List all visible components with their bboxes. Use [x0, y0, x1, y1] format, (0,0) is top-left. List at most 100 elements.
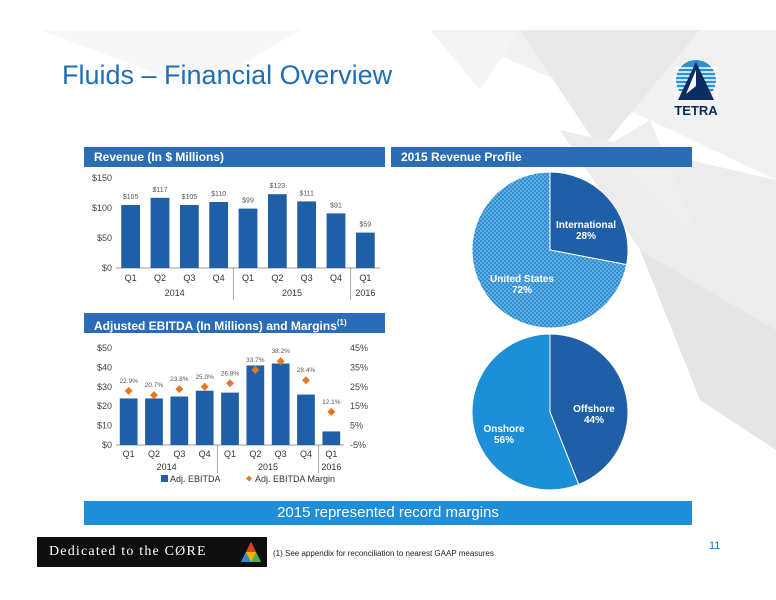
data-label: $105 — [123, 194, 139, 201]
y2-tick-label: 25% — [350, 382, 368, 392]
bar — [267, 194, 287, 268]
x-tick-label: Q2 — [271, 273, 283, 283]
bar — [119, 398, 138, 445]
revenue-profile-header: 2015 Revenue Profile — [391, 147, 692, 167]
x-tick-label: Q3 — [173, 449, 185, 459]
margin-label: 38.2% — [271, 348, 290, 355]
y2-tick-label: 35% — [350, 362, 368, 372]
margin-label: 28.4% — [297, 367, 316, 374]
margin-label: 20.7% — [145, 382, 164, 389]
record-margins-banner: 2015 represented record margins — [84, 501, 692, 525]
margin-point — [251, 365, 260, 374]
margin-label: 22.9% — [119, 378, 138, 385]
data-label: $117 — [152, 187, 167, 194]
data-label: $99 — [242, 198, 254, 205]
bar — [221, 392, 239, 445]
x-tick-label: Q2 — [249, 449, 261, 459]
y-tick-label: $0 — [102, 440, 112, 450]
y2-tick-label: -5% — [350, 440, 366, 450]
x-tick-label: Q1 — [125, 273, 137, 283]
x-tick-label: Q1 — [325, 449, 337, 459]
margin-point — [150, 391, 158, 400]
y-tick-label: $30 — [97, 382, 112, 392]
margin-label: 26.8% — [221, 370, 240, 377]
bar — [179, 205, 199, 268]
slice-label: Offshore — [573, 404, 615, 415]
x-tick-label: Q1 — [359, 273, 371, 283]
logo-text: TETRA — [674, 103, 718, 118]
y2-tick-label: 15% — [350, 401, 368, 411]
x-tick-label: Q4 — [213, 273, 225, 283]
ebitda-chart: $0 $10 $20 $30 $40 $50 -5% 5% 15% 25% 35% 45% Q1 Q2 Q3… — [97, 343, 368, 484]
ebitda-header-text: Adjusted EBITDA (In Millions) and Margin… — [94, 319, 337, 333]
margin-label: 25.0% — [195, 374, 214, 381]
bar — [246, 365, 265, 445]
y-tick-label: $10 — [97, 421, 112, 431]
bar — [170, 396, 189, 445]
bar — [145, 398, 163, 445]
legend-swatch-ebitda — [161, 475, 168, 482]
page-number: 11 — [709, 540, 721, 552]
y-tick-label: $0 — [102, 263, 112, 273]
data-label: $123 — [270, 183, 286, 190]
margin-label: 23.8% — [170, 376, 189, 383]
pie-slice — [549, 333, 629, 486]
x-tick-label: Q3 — [275, 449, 287, 459]
x-group-label: 2014 — [157, 462, 177, 472]
x-tick-label: Q1 — [224, 449, 236, 459]
margin-point — [124, 386, 133, 395]
slice-label: International — [556, 220, 616, 231]
ebitda-header-footnote-mark: (1) — [336, 318, 347, 327]
pie-slice — [549, 171, 629, 266]
x-tick-label: Q4 — [199, 449, 211, 459]
y2-tick-label: 5% — [350, 421, 363, 431]
y-tick-label: $150 — [92, 173, 112, 183]
bar — [238, 208, 258, 268]
revenue-header: Revenue (In $ Millions) — [84, 147, 385, 167]
data-label: $110 — [211, 191, 226, 198]
tetra-logo: TETRA — [674, 60, 718, 118]
x-tick-label: Q3 — [183, 273, 195, 283]
footnote: (1) See appendix for reconciliation to n… — [273, 549, 494, 558]
x-tick-label: Q4 — [300, 449, 312, 459]
bar — [271, 363, 290, 445]
slice-percent: 44% — [584, 415, 604, 426]
legend-label-margin: Adj. EBITDA Margin — [255, 474, 335, 484]
y-tick-label: $50 — [97, 233, 112, 243]
bar — [297, 201, 317, 268]
margin-point — [276, 357, 285, 366]
legend-label-ebitda: Adj. EBITDA — [170, 474, 221, 484]
margin-point — [200, 382, 209, 391]
margin-point — [226, 379, 234, 388]
page-title: Fluids – Financial Overview — [62, 60, 393, 90]
data-label: $105 — [182, 194, 198, 201]
x-tick-label: Q1 — [242, 273, 254, 283]
x-group-label: 2016 — [355, 288, 375, 298]
margin-point — [175, 385, 184, 394]
bar — [326, 213, 346, 268]
bar — [150, 197, 170, 268]
triangle-logo-icon — [241, 542, 261, 562]
ebitda-header: Adjusted EBITDA (In Millions) and Margin… — [84, 313, 385, 333]
margin-point — [302, 376, 310, 385]
slice-percent: 72% — [512, 285, 532, 296]
x-tick-label: Q3 — [301, 273, 313, 283]
x-group-label: 2015 — [258, 462, 278, 472]
data-label: $111 — [299, 190, 314, 197]
slice-percent: 28% — [576, 231, 596, 242]
pie-slice — [471, 171, 628, 329]
slice-label: Onshore — [483, 424, 525, 435]
core-footer-text: Dedicated to the CØRE — [49, 544, 207, 559]
margin-point — [327, 407, 336, 416]
margin-label: 12.1% — [322, 399, 341, 406]
y-tick-label: $100 — [92, 203, 112, 213]
bar — [322, 431, 341, 445]
pie-slice — [471, 333, 580, 491]
x-group-label: 2016 — [321, 462, 341, 472]
data-label: $91 — [330, 202, 342, 209]
legend-swatch-margin — [246, 475, 252, 482]
margin-label: 33.7% — [246, 357, 265, 364]
x-tick-label: Q1 — [123, 449, 135, 459]
